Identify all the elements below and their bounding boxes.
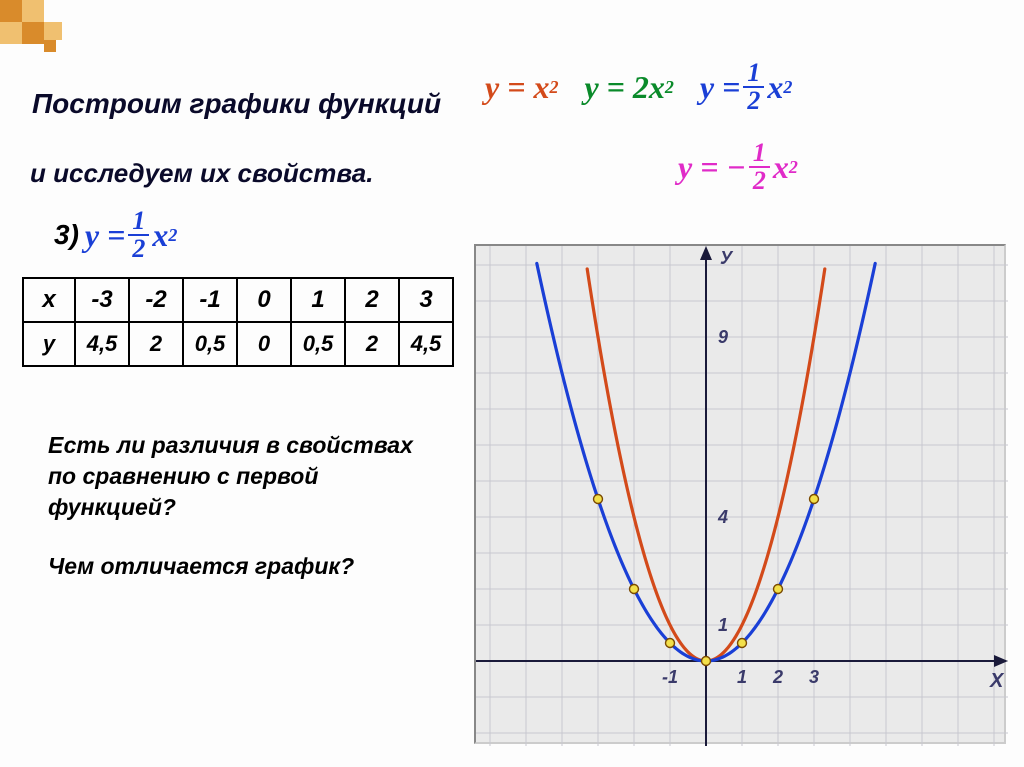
question-2: Чем отличается график?: [48, 551, 438, 582]
svg-text:4: 4: [717, 507, 728, 527]
table-row: x -3 -2 -1 0 1 2 3: [23, 278, 453, 322]
value-table: x -3 -2 -1 0 1 2 3 y 4,5 2 0,5 0 0,5 2 4…: [22, 277, 454, 367]
row-header-x: x: [23, 278, 75, 322]
table-cell: 3: [399, 278, 453, 322]
table-cell: 0: [237, 278, 291, 322]
svg-text:9: 9: [718, 327, 728, 347]
item-3-label: 3): [54, 219, 79, 251]
item-3-formula: y = 12 x2: [85, 208, 177, 262]
table-cell: 0,5: [291, 322, 345, 366]
formula-row: y = x2 y = 2x2 y = 12 x2: [485, 60, 792, 114]
question-1: Есть ли различия в свойствах по сравнени…: [48, 430, 438, 523]
svg-text:Х: Х: [989, 670, 1005, 692]
table-cell: -3: [75, 278, 129, 322]
table-cell: -2: [129, 278, 183, 322]
item-3: 3) y = 12 x2: [54, 208, 177, 262]
formula-y-x2: y = x2: [485, 69, 558, 106]
formula-y-half-x2: y = 12 x2: [700, 60, 792, 114]
chart: -1 1 2 3 1 4 9 Х У: [474, 244, 1006, 744]
svg-text:У: У: [720, 248, 734, 268]
corner-ornament: [0, 0, 80, 55]
formula-y-2x2: y = 2x2: [584, 69, 673, 106]
table-cell: 1: [291, 278, 345, 322]
table-cell: -1: [183, 278, 237, 322]
svg-text:1: 1: [737, 667, 747, 687]
svg-text:2: 2: [772, 667, 783, 687]
table-cell: 4,5: [399, 322, 453, 366]
table-cell: 2: [129, 322, 183, 366]
row-header-y: y: [23, 322, 75, 366]
formula-y-neg-half-x2: y = − 12 x2: [678, 140, 798, 194]
table-cell: 4,5: [75, 322, 129, 366]
chart-svg: -1 1 2 3 1 4 9 Х У: [476, 246, 1008, 746]
svg-text:-1: -1: [662, 667, 678, 687]
formula-row-2: y = − 12 x2: [678, 140, 798, 194]
table-row: y 4,5 2 0,5 0 0,5 2 4,5: [23, 322, 453, 366]
subheading: и исследуем их свойства.: [30, 158, 373, 189]
table-cell: 0,5: [183, 322, 237, 366]
table-cell: 0: [237, 322, 291, 366]
questions: Есть ли различия в свойствах по сравнени…: [48, 430, 438, 582]
svg-text:1: 1: [718, 615, 728, 635]
table-cell: 2: [345, 322, 399, 366]
table-cell: 2: [345, 278, 399, 322]
heading: Построим графики функций: [32, 88, 441, 120]
svg-text:3: 3: [809, 667, 819, 687]
